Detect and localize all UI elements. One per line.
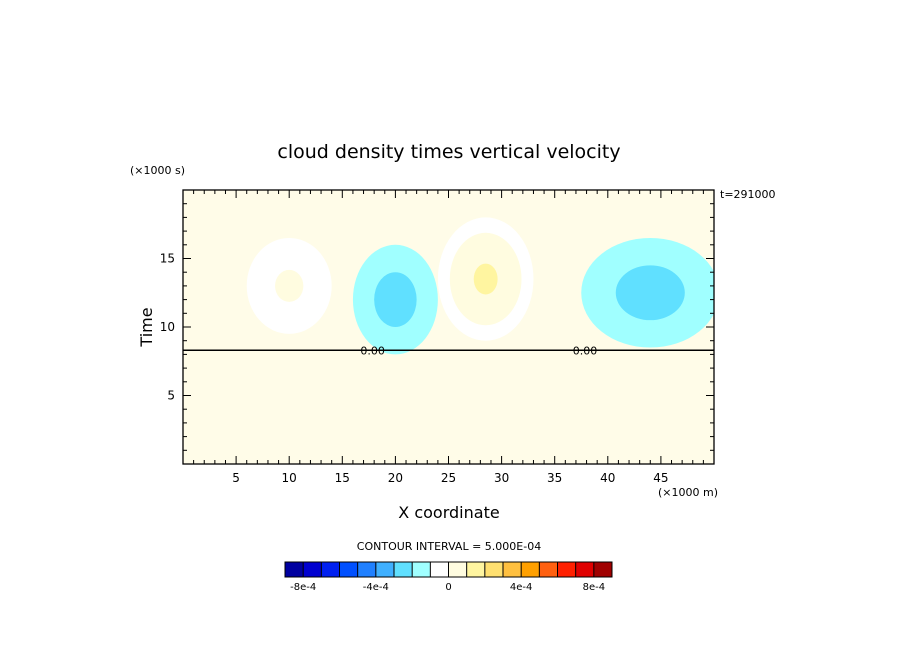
colorbar-swatch bbox=[557, 562, 577, 577]
x-tick-label: 15 bbox=[335, 471, 350, 485]
zero-contour: 0.00 0.00 bbox=[183, 344, 714, 357]
x-tick-label: 30 bbox=[494, 471, 509, 485]
contour-interval-label: CONTOUR INTERVAL = 5.000E-04 bbox=[357, 540, 541, 553]
colorbar-swatch bbox=[430, 562, 449, 577]
contour-level bbox=[473, 263, 498, 295]
colorbar-swatch bbox=[575, 562, 595, 577]
zero-contour-label: 0.00 bbox=[360, 344, 385, 357]
colorbar-swatch bbox=[466, 562, 486, 577]
contour-field bbox=[246, 217, 714, 355]
colorbar-swatch bbox=[321, 562, 340, 577]
colorbar-tick-label: 8e-4 bbox=[583, 582, 606, 593]
x-tick-label: 5 bbox=[232, 471, 240, 485]
colorbar-swatch bbox=[375, 562, 395, 577]
contour-level bbox=[633, 279, 668, 307]
contour-level bbox=[384, 285, 407, 314]
cell-downdraft-2 bbox=[581, 237, 714, 348]
time-stamp: t=291000 bbox=[720, 188, 776, 201]
y-tick-label: 15 bbox=[160, 252, 175, 266]
cell-updraft-1 bbox=[246, 237, 332, 334]
colorbar-tick-label: 4e-4 bbox=[510, 582, 533, 593]
colorbar-swatch bbox=[394, 562, 413, 577]
colorbar-tick-label: -4e-4 bbox=[363, 582, 389, 593]
x-unit-label: (×1000 m) bbox=[658, 486, 718, 499]
colorbar-swatch bbox=[303, 562, 322, 577]
x-axis: 5 10 15 20 25 30 35 40 45 bbox=[182, 190, 715, 485]
colorbar-swatch bbox=[521, 562, 540, 577]
x-tick-label: 45 bbox=[653, 471, 668, 485]
colorbar-tick-label: -8e-4 bbox=[290, 582, 316, 593]
chart-title: cloud density times vertical velocity bbox=[277, 141, 620, 163]
cell-updraft-2 bbox=[437, 217, 534, 341]
colorbar-swatch bbox=[448, 562, 468, 577]
x-axis-label: X coordinate bbox=[398, 503, 499, 522]
y-axis: 5 10 15 bbox=[160, 189, 714, 465]
colorbar-swatch bbox=[339, 562, 359, 577]
colorbar-swatch bbox=[484, 562, 504, 577]
y-axis-label: Time bbox=[137, 307, 156, 347]
contour-level bbox=[275, 269, 304, 302]
colorbar: -8e-4 -4e-4 0 4e-4 8e-4 bbox=[284, 561, 613, 593]
x-tick-label: 25 bbox=[441, 471, 456, 485]
colorbar-swatch bbox=[539, 562, 558, 577]
cell-downdraft-1 bbox=[352, 244, 438, 355]
y-tick-label: 10 bbox=[160, 320, 175, 334]
colorbar-swatch bbox=[357, 562, 377, 577]
x-tick-label: 40 bbox=[600, 471, 615, 485]
colorbar-tick-label: 0 bbox=[445, 582, 451, 593]
colorbar-swatch bbox=[412, 562, 431, 577]
x-tick-label: 35 bbox=[547, 471, 562, 485]
colorbar-swatch bbox=[285, 562, 304, 577]
colorbar-swatch bbox=[593, 562, 613, 577]
colorbar-frame bbox=[284, 561, 613, 578]
x-tick-label: 20 bbox=[388, 471, 403, 485]
y-tick-label: 5 bbox=[167, 389, 175, 403]
colorbar-swatch bbox=[503, 562, 522, 577]
x-tick-label: 10 bbox=[282, 471, 297, 485]
zero-contour-label: 0.00 bbox=[573, 344, 598, 357]
y-unit-label: (×1000 s) bbox=[130, 164, 185, 177]
